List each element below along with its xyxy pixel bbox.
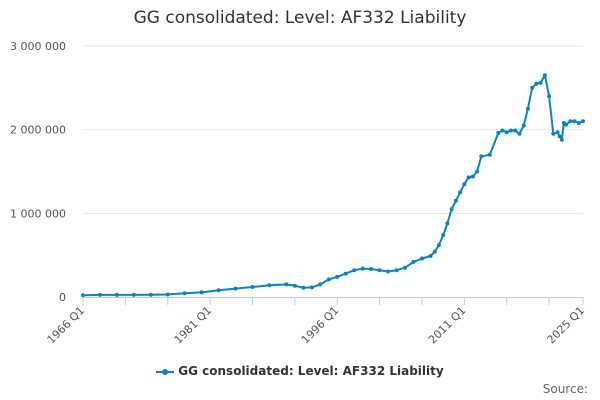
data-point[interactable] [557,134,562,139]
data-point[interactable] [428,254,433,258]
data-point[interactable] [250,285,255,289]
data-point[interactable] [284,282,289,287]
data-point[interactable] [114,292,119,297]
data-point[interactable] [216,288,221,293]
data-point[interactable] [470,174,475,179]
data-point[interactable] [131,292,136,297]
data-point[interactable] [564,122,569,127]
data-point[interactable] [369,267,374,271]
data-point[interactable] [301,285,306,290]
y-tick-label: 0 [59,291,66,304]
data-point[interactable] [318,282,323,287]
data-point[interactable] [182,291,187,296]
data-point[interactable] [559,137,564,142]
legend-item-label[interactable]: GG consolidated: Level: AF332 Liability [178,364,444,378]
chart-credits[interactable]: Source: [542,382,588,396]
data-point[interactable] [458,190,463,195]
y-tick-label: 1 000 000 [10,207,66,220]
x-tick-label: 2011 Q1 [426,304,469,347]
data-point[interactable] [436,243,441,248]
data-point[interactable] [542,73,547,78]
y-tick-label: 3 000 000 [10,40,66,53]
x-tick-label: 1981 Q1 [172,304,215,347]
data-point[interactable] [568,119,573,124]
data-point[interactable] [411,259,416,264]
data-point[interactable] [343,271,348,276]
data-point[interactable] [509,128,513,133]
data-point[interactable] [487,152,492,157]
data-point[interactable] [530,85,535,90]
data-point[interactable] [525,106,530,111]
chart-title: GG consolidated: Level: AF332 Liability [133,8,467,28]
data-point[interactable] [432,249,437,254]
data-point[interactable] [572,119,577,124]
data-point[interactable] [445,221,450,226]
data-point[interactable] [496,131,501,135]
data-point[interactable] [441,233,446,238]
data-point[interactable] [576,121,581,125]
data-point[interactable] [386,269,391,274]
x-tick-label: 2025 Q1 [545,304,588,347]
data-point[interactable] [521,123,526,128]
data-point[interactable] [394,268,399,273]
data-point[interactable] [475,169,480,174]
data-point[interactable] [233,286,238,291]
data-point[interactable] [403,265,407,270]
data-point[interactable] [551,131,556,136]
data-point[interactable] [81,293,85,298]
data-point[interactable] [360,266,365,271]
data-point[interactable] [199,290,204,295]
data-point[interactable] [148,292,153,297]
data-point[interactable] [352,268,357,273]
data-point[interactable] [513,128,518,133]
data-point[interactable] [377,268,382,273]
data-point[interactable] [555,130,560,135]
data-point[interactable] [538,80,543,85]
series-line[interactable] [82,74,584,297]
data-point[interactable] [462,182,467,187]
data-point[interactable] [534,81,539,86]
data-point[interactable] [581,119,585,124]
x-tick-label: 1966 Q1 [45,304,88,347]
data-point[interactable] [326,277,331,282]
data-point[interactable] [453,198,458,203]
data-point[interactable] [504,130,509,135]
data-point[interactable] [500,128,505,133]
data-point[interactable] [292,283,297,288]
data-point[interactable] [309,285,314,290]
data-point[interactable] [517,131,522,136]
data-point[interactable] [547,94,552,99]
data-point[interactable] [420,256,424,261]
x-tick-label: 1996 Q1 [299,304,342,347]
legend-line-marker-icon [156,367,175,376]
data-point[interactable] [97,292,102,297]
data-point[interactable] [335,274,340,279]
data-point[interactable] [449,207,454,212]
data-point[interactable] [479,154,484,159]
data-point[interactable] [466,175,471,180]
data-point[interactable] [267,283,272,288]
y-tick-label: 2 000 000 [10,124,66,137]
data-point[interactable] [165,292,170,297]
legend[interactable]: GG consolidated: Level: AF332 Liability [0,364,600,378]
